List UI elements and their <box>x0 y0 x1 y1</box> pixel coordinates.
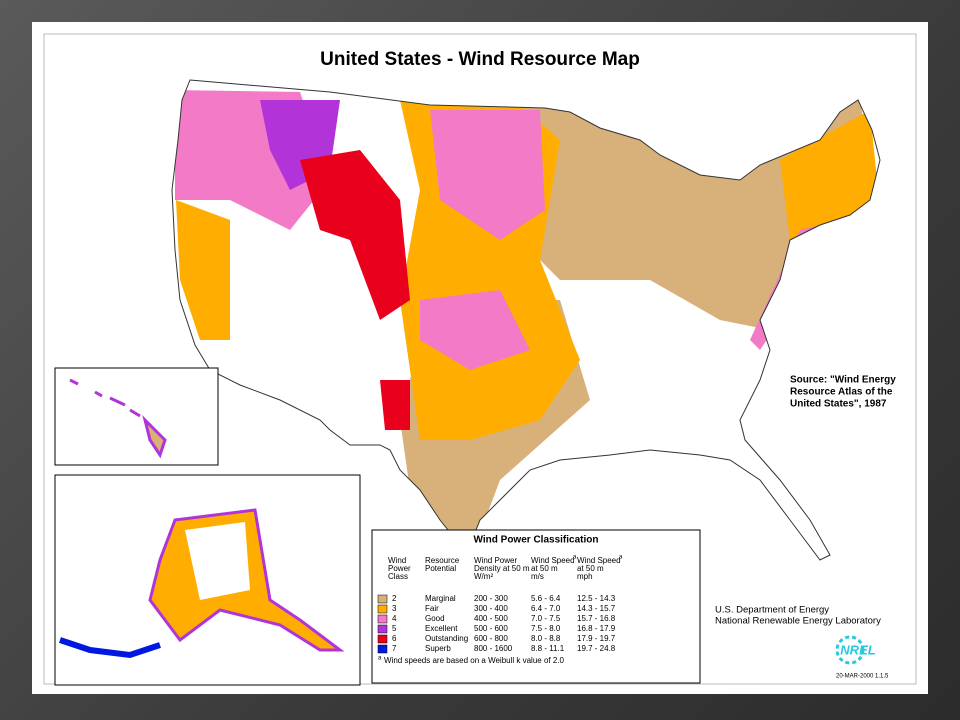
legend-cell: 600 - 800 <box>474 634 508 643</box>
legend-header: Wind Power <box>474 556 517 565</box>
legend-footnote: Wind speeds are based on a Weibull k val… <box>384 656 565 665</box>
legend-header: at 50 m <box>531 564 558 573</box>
legend-cell: 8.8 - 11.1 <box>531 644 565 653</box>
hawaii-islands <box>69 378 167 459</box>
legend-header: Potential <box>425 564 456 573</box>
legend-cell: 19.7 - 24.8 <box>577 644 616 653</box>
aleutian-islands <box>59 637 161 659</box>
legend-box <box>371 529 701 684</box>
legend-cell: 16.8 - 17.9 <box>577 624 616 633</box>
legend-header: mph <box>577 572 593 581</box>
legend-swatch <box>377 644 388 654</box>
map-title: United States - Wind Resource Map <box>320 49 640 70</box>
legend-cell: Superb <box>425 644 451 653</box>
footnote-mark: a <box>573 555 577 561</box>
legend-cell: Excellent <box>425 624 458 633</box>
legend-header: W/m² <box>474 572 493 581</box>
legend-cell: 7 <box>392 644 397 653</box>
legend-cell: 6.4 - 7.0 <box>531 604 561 613</box>
legend-cell: 3 <box>392 604 397 613</box>
zone-good <box>430 110 545 240</box>
legend-header: Class <box>388 572 408 581</box>
legend-header: Power <box>388 564 411 573</box>
zone-outstanding <box>300 150 410 320</box>
legend-header: Resource <box>425 556 460 565</box>
agency-line: National Renewable Energy Laboratory <box>715 616 881 627</box>
legend-header: at 50 m <box>577 564 604 573</box>
alaska-interior <box>185 522 250 600</box>
legend-header: Wind <box>388 556 406 565</box>
logo-text: NREL <box>840 642 875 657</box>
hawaii-inset <box>54 367 219 466</box>
legend-header: Density at 50 m <box>474 564 530 573</box>
legend-cell: Good <box>425 614 445 623</box>
legend-swatch <box>377 614 388 624</box>
footnote-mark: a <box>378 656 382 662</box>
logo-ring <box>835 635 865 665</box>
legend-title: Wind Power Classification <box>474 535 599 546</box>
legend-header: Wind Speed <box>531 556 575 565</box>
legend-swatch <box>377 604 388 614</box>
zone-outstanding <box>380 380 410 430</box>
legend-cell: Fair <box>425 604 439 613</box>
legend-cell: 500 - 600 <box>474 624 508 633</box>
legend-swatch <box>377 624 388 634</box>
zone-fair <box>780 110 880 240</box>
legend-header: m/s <box>531 572 544 581</box>
footnote-mark: a <box>619 555 623 561</box>
legend-cell: 6 <box>392 634 397 643</box>
legend-swatch <box>377 634 388 644</box>
legend-cell: 8.0 - 8.8 <box>531 634 561 643</box>
legend-cell: 12.5 - 14.3 <box>577 594 616 603</box>
legend-header: Wind Speed <box>577 556 621 565</box>
legend-cell: 5.6 - 6.4 <box>531 594 561 603</box>
legend-cell: 300 - 400 <box>474 604 508 613</box>
legend-cell: 800 - 1600 <box>474 644 513 653</box>
source-line: Resource Atlas of the <box>790 387 893 398</box>
legend-cell: 4 <box>392 614 397 623</box>
legend-cell: 400 - 500 <box>474 614 508 623</box>
legend-cell: 200 - 300 <box>474 594 508 603</box>
legend-cell: 7.5 - 8.0 <box>531 624 561 633</box>
source-line: Source: "Wind Energy <box>790 375 896 386</box>
legend-cell: Marginal <box>425 594 456 603</box>
legend-cell: 15.7 - 16.8 <box>577 614 616 623</box>
legend-cell: 17.9 - 19.7 <box>577 634 616 643</box>
zone-fair <box>176 200 230 340</box>
agency-line: U.S. Department of Energy <box>715 605 829 616</box>
legend-cell: Outstanding <box>425 634 468 643</box>
legend-cell: 2 <box>392 594 397 603</box>
legend-cell: 7.0 - 7.5 <box>531 614 561 623</box>
legend-cell: 14.3 - 15.7 <box>577 604 616 613</box>
source-line: United States", 1987 <box>790 399 887 410</box>
date-code: 20-MAR-2000 1.1.5 <box>836 674 889 680</box>
legend-cell: 5 <box>392 624 397 633</box>
conus-outline <box>171 79 881 561</box>
zone-good <box>420 290 530 370</box>
legend-swatch <box>377 594 388 604</box>
